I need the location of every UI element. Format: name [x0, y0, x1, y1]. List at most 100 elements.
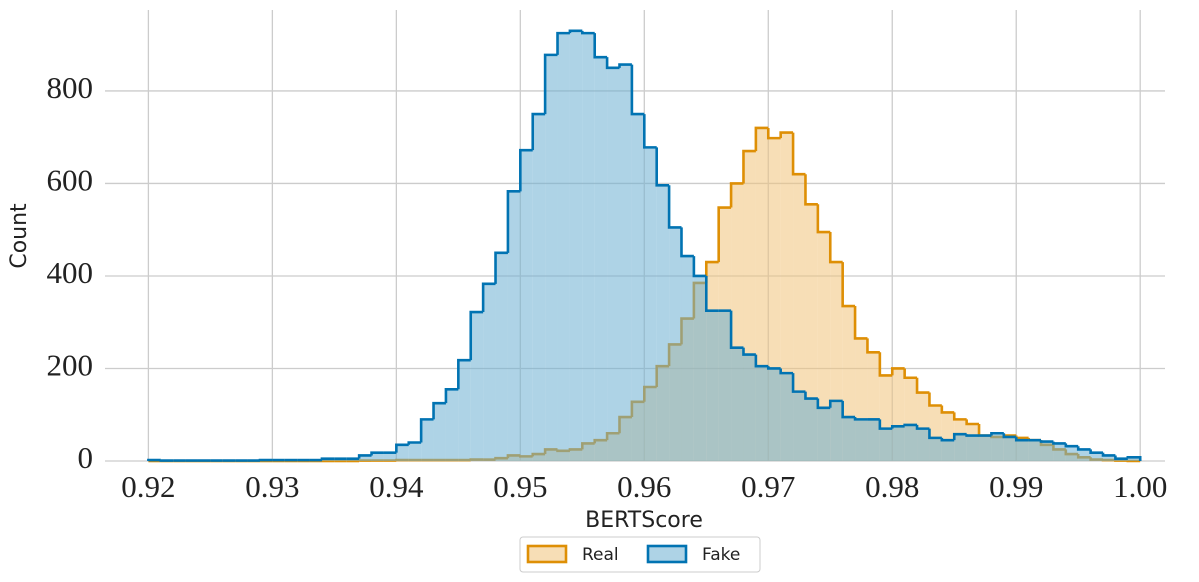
bar: [1053, 443, 1066, 461]
bar: [904, 424, 918, 461]
bar: [1028, 440, 1042, 461]
bar-outline: [568, 29, 583, 34]
bar: [433, 403, 446, 461]
bar: [966, 435, 980, 461]
bar-outline: [1014, 435, 1029, 440]
bar-outline: [419, 418, 434, 443]
bar-outline: [593, 33, 608, 59]
bar: [879, 428, 893, 461]
bar-outline: [717, 206, 732, 263]
bar: [693, 275, 707, 461]
x-tick-label: 1.00: [1113, 469, 1167, 504]
bar-outline: [742, 347, 756, 356]
y-axis-label: Count: [7, 203, 32, 269]
bar-outline: [841, 262, 856, 308]
bar-outline: [481, 282, 496, 313]
bar: [619, 64, 632, 461]
bar: [979, 435, 992, 461]
bar-outline: [791, 132, 806, 176]
bar: [793, 174, 806, 461]
bar-outline: [990, 431, 1004, 436]
bar: [557, 33, 570, 461]
bar: [681, 256, 694, 461]
bar-outline: [878, 352, 893, 377]
bar-outline: [320, 457, 335, 461]
bar: [1016, 440, 1029, 461]
bar: [929, 437, 942, 461]
bar-outline: [804, 391, 818, 400]
bar: [941, 440, 955, 461]
x-tick-label: 0.98: [865, 469, 919, 504]
bar-outline: [828, 232, 843, 264]
bar-outline: [804, 174, 818, 206]
legend-frame: [519, 536, 761, 573]
bar: [805, 204, 818, 461]
bar-outline: [147, 458, 161, 462]
bar-outline: [704, 275, 719, 312]
bar-outline: [692, 256, 707, 278]
bar-outline: [952, 412, 967, 421]
bar-outline: [729, 310, 744, 349]
bar: [768, 368, 781, 461]
bar-outline: [1064, 443, 1079, 448]
y-tick-label: 0: [78, 440, 94, 475]
bar: [892, 426, 905, 461]
bar-outline: [457, 358, 471, 390]
bar: [445, 389, 459, 461]
bar-outline: [531, 112, 546, 151]
bar: [991, 433, 1004, 461]
bar-outline: [766, 127, 781, 140]
bar-outline: [704, 260, 719, 283]
bar-outline: [655, 147, 670, 187]
bar: [817, 232, 831, 461]
bar-outline: [928, 392, 942, 407]
x-axis-label: BERTScore: [585, 508, 703, 533]
bar: [669, 227, 682, 461]
bar: [706, 310, 719, 461]
bar: [532, 114, 546, 462]
bar: [867, 419, 880, 461]
bar: [1103, 455, 1116, 461]
y-tick-label: 400: [47, 255, 94, 290]
bar: [1041, 441, 1054, 461]
bar: [359, 455, 372, 461]
x-tick-label: 0.96: [617, 469, 671, 504]
bar-outline: [779, 368, 794, 375]
bar-outline: [816, 398, 831, 410]
bar-outline: [890, 367, 905, 376]
bar: [855, 419, 868, 461]
bar: [470, 312, 484, 461]
bar-outline: [915, 377, 930, 394]
bar: [383, 452, 397, 461]
bar-outline: [469, 310, 484, 361]
bar-outline: [1002, 433, 1017, 439]
y-tick-label: 600: [47, 163, 94, 198]
bar-outline: [618, 63, 632, 68]
legend-label: Fake: [702, 545, 740, 565]
bar-outline: [952, 432, 967, 441]
bar-outline: [630, 64, 645, 116]
bar-outline: [1076, 446, 1091, 451]
bar-outline: [853, 417, 868, 421]
bar: [793, 391, 806, 461]
bar: [917, 428, 930, 461]
bar: [755, 366, 769, 461]
legend: Real Fake: [519, 536, 761, 573]
bar-outline: [556, 31, 570, 55]
bar: [1003, 436, 1017, 461]
bar-outline: [965, 419, 980, 426]
bar-outline: [506, 190, 521, 253]
bar: [507, 191, 521, 461]
bar: [1090, 452, 1104, 461]
bar-outline: [977, 423, 992, 437]
x-tick-label: 0.93: [245, 469, 299, 504]
x-tick-label: 0.92: [121, 469, 175, 504]
bar: [631, 114, 645, 462]
bar-outline: [407, 441, 422, 445]
bar-outline: [667, 185, 682, 229]
bar-outline: [519, 148, 533, 192]
bar-outline: [791, 373, 806, 393]
bar-outline: [729, 182, 744, 208]
bar-outline: [494, 251, 508, 284]
